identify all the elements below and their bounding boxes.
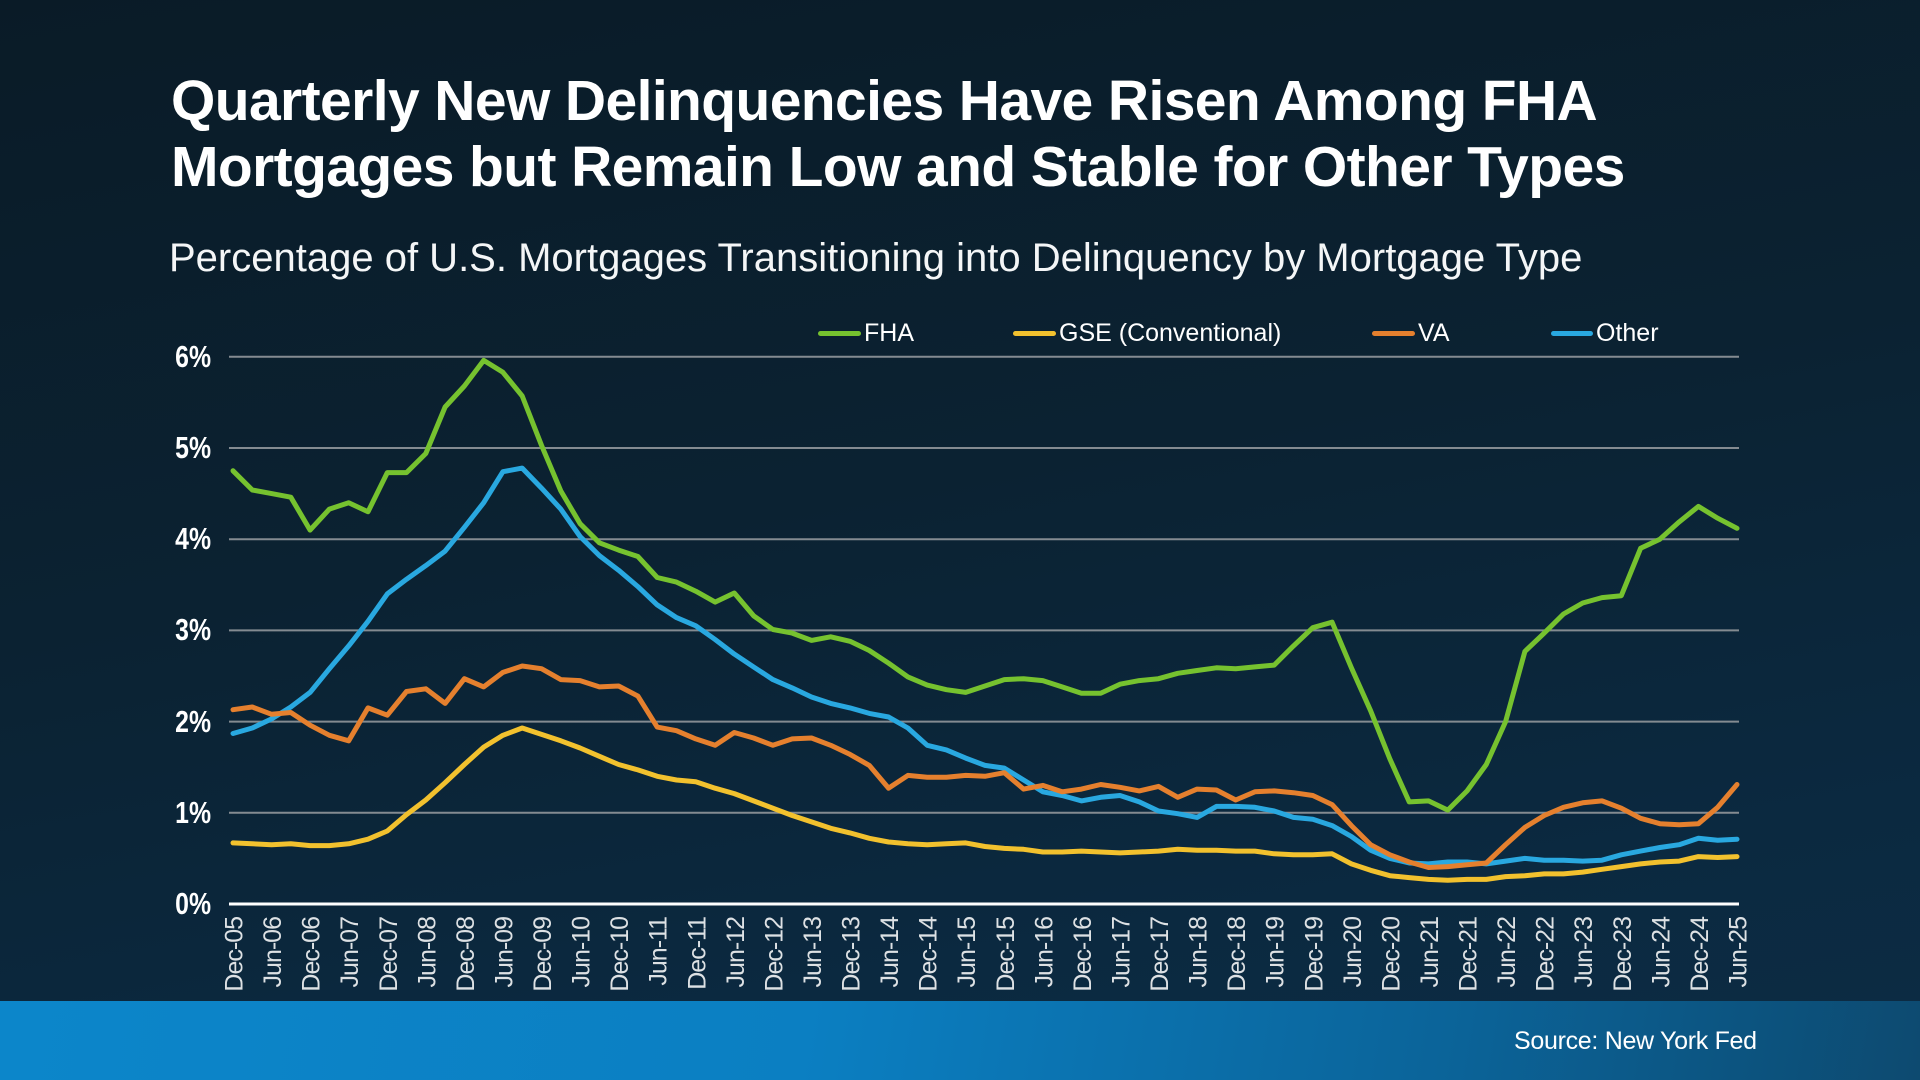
svg-text:Jun-18: Jun-18: [1185, 917, 1213, 988]
svg-text:Dec-07: Dec-07: [375, 917, 403, 992]
svg-text:Dec-06: Dec-06: [298, 917, 326, 992]
svg-text:Dec-23: Dec-23: [1609, 917, 1637, 992]
svg-text:Jun-14: Jun-14: [876, 916, 904, 988]
svg-text:Jun-19: Jun-19: [1262, 917, 1290, 988]
svg-text:Dec-15: Dec-15: [992, 917, 1020, 992]
svg-text:Dec-17: Dec-17: [1146, 917, 1174, 992]
svg-text:Jun-20: Jun-20: [1339, 917, 1367, 988]
svg-text:Jun-09: Jun-09: [490, 917, 518, 988]
svg-text:Dec-09: Dec-09: [529, 917, 557, 992]
svg-text:Dec-19: Dec-19: [1300, 917, 1328, 992]
svg-text:Dec-24: Dec-24: [1686, 916, 1714, 992]
svg-text:Jun-12: Jun-12: [722, 917, 750, 988]
svg-text:Jun-23: Jun-23: [1570, 917, 1598, 988]
svg-text:Jun-21: Jun-21: [1416, 917, 1444, 988]
svg-text:Dec-13: Dec-13: [838, 917, 866, 992]
svg-text:Jun-07: Jun-07: [336, 917, 364, 988]
svg-text:Jun-08: Jun-08: [413, 917, 441, 988]
svg-text:Jun-17: Jun-17: [1108, 917, 1136, 988]
svg-text:Dec-05: Dec-05: [221, 917, 249, 992]
svg-text:Jun-16: Jun-16: [1030, 917, 1058, 988]
svg-text:Jun-15: Jun-15: [953, 917, 981, 988]
svg-text:Dec-20: Dec-20: [1377, 917, 1405, 992]
svg-text:Dec-22: Dec-22: [1532, 917, 1560, 992]
svg-text:Dec-18: Dec-18: [1223, 917, 1251, 992]
svg-text:Dec-16: Dec-16: [1069, 917, 1097, 992]
svg-text:Dec-08: Dec-08: [452, 917, 480, 992]
svg-text:Dec-11: Dec-11: [683, 917, 711, 990]
svg-text:Jun-11: Jun-11: [645, 917, 673, 986]
svg-text:Jun-24: Jun-24: [1647, 916, 1675, 988]
svg-text:Dec-14: Dec-14: [915, 916, 943, 992]
svg-text:Jun-10: Jun-10: [568, 917, 596, 988]
svg-text:Dec-21: Dec-21: [1455, 917, 1483, 992]
svg-text:Jun-13: Jun-13: [799, 917, 827, 988]
svg-text:Jun-25: Jun-25: [1725, 917, 1753, 988]
svg-text:Jun-22: Jun-22: [1493, 917, 1521, 988]
svg-text:Jun-06: Jun-06: [259, 917, 287, 988]
svg-text:Dec-12: Dec-12: [760, 917, 788, 992]
svg-text:Dec-10: Dec-10: [606, 917, 634, 992]
